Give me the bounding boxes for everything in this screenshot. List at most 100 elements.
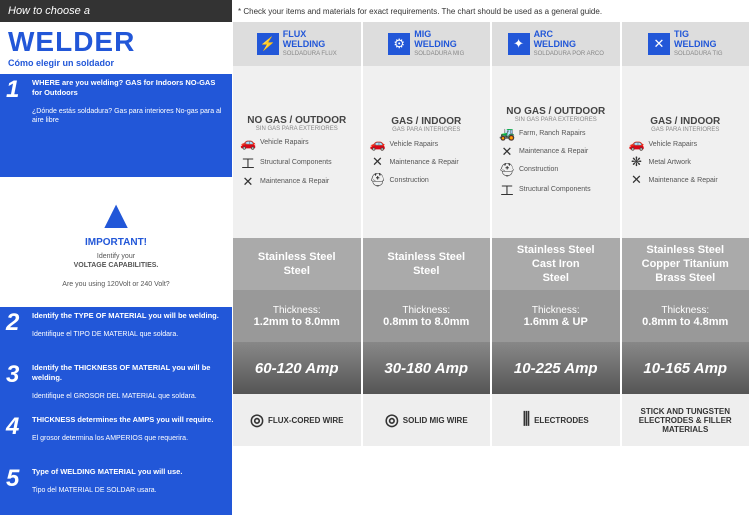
- env-cell: GAS / INDOOR GAS PARA INTERIORES 🚗Vehicl…: [622, 66, 750, 238]
- step-text: Identify the THICKNESS OF MATERIAL you w…: [32, 363, 226, 401]
- amps-cell: 60-120 Amp: [233, 342, 361, 394]
- wire-cell: STICK AND TUNGSTEN ELECTRODES & FILLER M…: [622, 394, 750, 446]
- item-text: Construction: [519, 166, 558, 173]
- env-cell: NO GAS / OUTDOOR SIN GAS PARA EXTERIORES…: [233, 66, 361, 238]
- row-material: Stainless SteelSteelStainless SteelSteel…: [232, 238, 750, 290]
- env-item: 🚗Vehicle Rapairs: [366, 136, 488, 152]
- wire-cell: ◎ FLUX-CORED WIRE: [233, 394, 361, 446]
- env-header: GAS / INDOOR: [650, 116, 720, 127]
- env-header: NO GAS / OUTDOOR: [247, 115, 346, 126]
- row-environment: NO GAS / OUTDOOR SIN GAS PARA EXTERIORES…: [232, 66, 750, 238]
- item-icon: ✕: [629, 172, 645, 188]
- material-cell: Stainless SteelSteel: [233, 238, 361, 290]
- item-text: Farm, Ranch Rapairs: [519, 130, 586, 137]
- thickness-cell: Thickness:1.2mm to 8.0mm: [233, 290, 361, 342]
- wire-cell: ⫼ ELECTRODES: [492, 394, 620, 446]
- wire-text: ELECTRODES: [534, 416, 589, 425]
- type-icon: ✕: [648, 33, 670, 55]
- env-item: 🚗 Vehicle Rapairs: [625, 136, 747, 152]
- step-number: 5: [6, 467, 32, 491]
- type-icon: ✦: [508, 33, 530, 55]
- step-4: 4 THICKNESS determines the AMPS you will…: [0, 411, 232, 463]
- row-wire: ◎ FLUX-CORED WIRE ◎ SOLID MIG WIRE ⫼ ELECTROD…: [232, 394, 750, 446]
- env-item: ❋ Metal Artwork: [625, 154, 747, 170]
- row-thickness: Thickness:1.2mm to 8.0mmThickness:0.8mm …: [232, 290, 750, 342]
- item-icon: ⛑: [499, 162, 515, 178]
- material-cell: Stainless SteelCopper TitaniumBrass Stee…: [622, 238, 750, 290]
- material-cell: Stainless SteelSteel: [363, 238, 491, 290]
- env-item: ⛑Construction: [366, 172, 488, 188]
- warning-icon: ▲: [96, 195, 136, 235]
- type-icon: ⚙: [388, 33, 410, 55]
- env-item: ⛑ Construction: [495, 162, 617, 178]
- wire-icon: ◎: [385, 410, 399, 430]
- item-text: Structural Components: [519, 186, 591, 193]
- item-icon: 工: [240, 153, 256, 172]
- env-sub: SIN GAS PARA EXTERIORES: [256, 126, 338, 132]
- step-text: THICKNESS determines the AMPS you will r…: [32, 415, 226, 443]
- wire-icon: ⫼: [523, 411, 530, 429]
- step-number: 2: [6, 311, 32, 335]
- wire-cell: ◎ SOLID MIG WIRE: [363, 394, 491, 446]
- wire-icon: ◎: [250, 410, 264, 430]
- important-label: IMPORTANT!: [85, 237, 147, 248]
- type-label: ARCWELDINGSOLDADURA POR ARCO: [534, 30, 604, 59]
- thickness-cell: Thickness:1.6mm & UP: [492, 290, 620, 342]
- type-cell: ✦ ARCWELDINGSOLDADURA POR ARCO: [492, 22, 620, 66]
- step-number: 3: [6, 363, 32, 387]
- thickness-cell: Thickness:0.8mm to 4.8mm: [622, 290, 750, 342]
- step-1: 1 WHERE are you welding? GAS for Indoors…: [0, 74, 232, 177]
- item-icon: 🚗: [629, 136, 645, 152]
- type-cell: ⚡ FLUXWELDINGSOLDADURA FLUX: [233, 22, 361, 66]
- wire-text: FLUX-CORED WIRE: [268, 416, 344, 425]
- type-label: FLUXWELDINGSOLDADURA FLUX: [283, 30, 337, 59]
- header-bar: How to choose a: [0, 0, 232, 22]
- step-5: 5 Type of WELDING MATERIAL you will use.…: [0, 463, 232, 515]
- left-column: How to choose a WELDER Cómo elegir un so…: [0, 0, 232, 515]
- item-text: Vehicle Rapairs: [649, 141, 698, 148]
- amps-cell: 10-165 Amp: [622, 342, 750, 394]
- item-text: Metal Artwork: [649, 159, 691, 166]
- item-text: Vehicle Rapairs: [260, 139, 309, 146]
- item-text: Maintenance & Repair: [649, 177, 718, 184]
- item-icon: 🚗: [240, 135, 256, 151]
- item-icon: ❋: [629, 154, 645, 170]
- type-cell: ✕ TIGWELDINGSOLDADURA TIG: [622, 22, 750, 66]
- wire-text: SOLID MIG WIRE: [403, 416, 468, 425]
- env-item: 🚗 Vehicle Rapairs: [236, 135, 358, 151]
- step-number: 1: [6, 78, 32, 102]
- important-box: ▲ IMPORTANT! Identify yourVOLTAGE CAPABI…: [0, 177, 232, 307]
- item-text: Structural Components: [260, 159, 332, 166]
- item-icon: ✕: [240, 174, 256, 190]
- thickness-cell: Thickness:0.8mm to 8.0mm: [363, 290, 491, 342]
- type-label: MIGWELDINGSOLDADURA MIG: [414, 30, 464, 59]
- env-cell: GAS / INDOOR GAS PARA INTERIORES 🚗Vehicl…: [363, 66, 491, 238]
- step-2: 2 Identify the TYPE OF MATERIAL you will…: [0, 307, 232, 359]
- step-text: WHERE are you welding? GAS for Indoors N…: [32, 78, 226, 125]
- item-icon: ✕: [499, 144, 515, 160]
- step-text: Type of WELDING MATERIAL you will use.Ti…: [32, 467, 226, 495]
- amps-cell: 30-180 Amp: [363, 342, 491, 394]
- env-item: 🚜 Farm, Ranch Rapairs: [495, 126, 617, 142]
- step-number: 4: [6, 415, 32, 439]
- amps-cell: 10-225 Amp: [492, 342, 620, 394]
- item-icon: 🚜: [499, 126, 515, 142]
- item-icon: 工: [499, 180, 515, 199]
- disclaimer-text: * Check your items and materials for exa…: [232, 0, 750, 22]
- item-text: Construction: [390, 177, 429, 184]
- env-item: ✕Maintenance & Repair: [366, 154, 488, 170]
- env-sub: GAS PARA INTERIORES: [392, 127, 460, 133]
- type-label: TIGWELDINGSOLDADURA TIG: [674, 30, 723, 59]
- title-box: WELDER Cómo elegir un soldador: [0, 22, 232, 74]
- subtitle: Cómo elegir un soldador: [8, 58, 224, 68]
- env-item: 工 Structural Components: [236, 153, 358, 172]
- main-title: WELDER: [8, 26, 224, 58]
- env-item: ✕Maintenance & Repair: [236, 174, 358, 190]
- env-item: 工 Structural Components: [495, 180, 617, 199]
- infographic-container: How to choose a WELDER Cómo elegir un so…: [0, 0, 750, 515]
- item-icon: 🚗: [370, 136, 386, 152]
- env-sub: SIN GAS PARA EXTERIORES: [515, 117, 597, 123]
- env-cell: NO GAS / OUTDOOR SIN GAS PARA EXTERIORES…: [492, 66, 620, 238]
- step-3: 3 Identify the THICKNESS OF MATERIAL you…: [0, 359, 232, 411]
- right-column: * Check your items and materials for exa…: [232, 0, 750, 515]
